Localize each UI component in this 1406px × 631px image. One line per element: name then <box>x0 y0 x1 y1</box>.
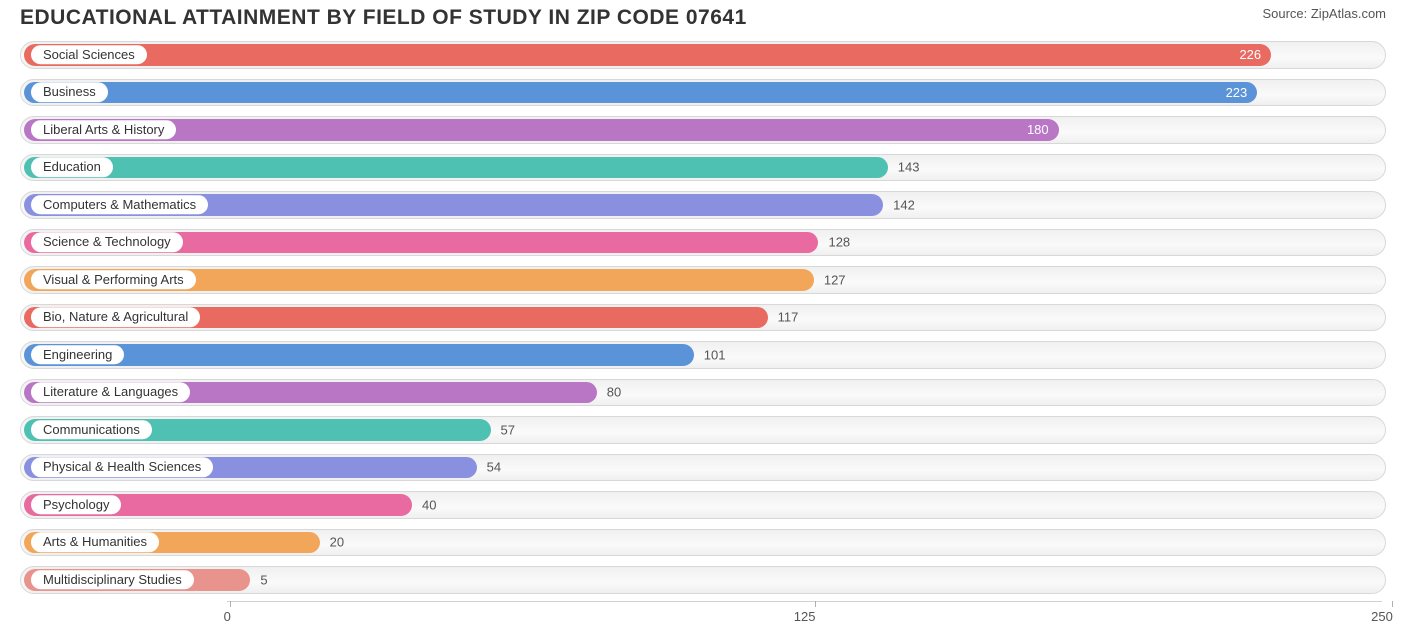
bar-row: Bio, Nature & Agricultural 117 <box>20 301 1386 335</box>
bar-value: 143 <box>898 160 920 175</box>
bar-row: Computers & Mathematics 142 <box>20 188 1386 222</box>
bar-fill <box>24 157 888 179</box>
bar-fill: 223 <box>24 82 1257 104</box>
axis-tick: 125 <box>805 601 827 624</box>
bar-category-label: Communications <box>31 420 152 440</box>
bar-category-label: Psychology <box>31 495 121 515</box>
bar-value: 180 <box>1027 122 1049 137</box>
bar-value: 127 <box>824 272 846 287</box>
x-axis: 0125250 <box>20 601 1386 627</box>
bar-value: 223 <box>1226 85 1248 100</box>
bar-category-label: Social Sciences <box>31 45 147 65</box>
bar-value: 80 <box>607 385 621 400</box>
bar-value: 57 <box>501 422 515 437</box>
bar-fill: 180 <box>24 119 1059 141</box>
bar-category-label: Multidisciplinary Studies <box>31 570 194 590</box>
bar-row: Science & Technology 128 <box>20 226 1386 260</box>
bar-value: 117 <box>778 310 799 325</box>
bar-category-label: Visual & Performing Arts <box>31 270 196 290</box>
chart-title: EDUCATIONAL ATTAINMENT BY FIELD OF STUDY… <box>20 6 747 30</box>
bar-fill: 226 <box>24 44 1271 66</box>
bar-value: 54 <box>487 460 501 475</box>
tick-label: 125 <box>794 609 816 624</box>
tick-mark <box>230 601 231 607</box>
bar-category-label: Computers & Mathematics <box>31 195 208 215</box>
tick-mark <box>1392 601 1393 607</box>
axis-tick: 0 <box>227 601 234 624</box>
bar-category-label: Science & Technology <box>31 232 183 252</box>
axis-tick: 250 <box>1382 601 1404 624</box>
bar-row: Literature & Languages 80 <box>20 376 1386 410</box>
bar-row: 226 Social Sciences <box>20 38 1386 72</box>
bar-category-label: Business <box>31 82 108 102</box>
chart-source: Source: ZipAtlas.com <box>1262 6 1386 21</box>
bar-row: Engineering 101 <box>20 338 1386 372</box>
bar-value: 101 <box>704 347 726 362</box>
bar-row: Education 143 <box>20 151 1386 185</box>
bar-row: Communications 57 <box>20 413 1386 447</box>
bar-category-label: Literature & Languages <box>31 382 190 402</box>
chart-plot-area: 226 Social Sciences 223 Business 180 Liberal … <box>0 32 1406 597</box>
bar-category-label: Liberal Arts & History <box>31 120 176 140</box>
bar-row: Visual & Performing Arts 127 <box>20 263 1386 297</box>
bar-value: 40 <box>422 497 436 512</box>
bar-row: 180 Liberal Arts & History <box>20 113 1386 147</box>
bar-row: Multidisciplinary Studies 5 <box>20 563 1386 597</box>
bar-category-label: Physical & Health Sciences <box>31 457 213 477</box>
bar-row: 223 Business <box>20 76 1386 110</box>
bar-value: 128 <box>828 235 850 250</box>
chart-header: EDUCATIONAL ATTAINMENT BY FIELD OF STUDY… <box>0 0 1406 32</box>
tick-label: 250 <box>1371 609 1393 624</box>
bar-category-label: Bio, Nature & Agricultural <box>31 307 200 327</box>
bar-category-label: Engineering <box>31 345 124 365</box>
bar-row: Psychology 40 <box>20 488 1386 522</box>
bar-category-label: Arts & Humanities <box>31 532 159 552</box>
bar-value: 20 <box>330 535 344 550</box>
bar-row: Physical & Health Sciences 54 <box>20 451 1386 485</box>
tick-mark <box>815 601 816 607</box>
bar-fill <box>24 344 694 366</box>
bar-value: 226 <box>1239 47 1261 62</box>
bar-row: Arts & Humanities 20 <box>20 526 1386 560</box>
bar-category-label: Education <box>31 157 113 177</box>
tick-label: 0 <box>224 609 231 624</box>
bar-value: 142 <box>893 197 915 212</box>
bar-value: 5 <box>260 572 267 587</box>
